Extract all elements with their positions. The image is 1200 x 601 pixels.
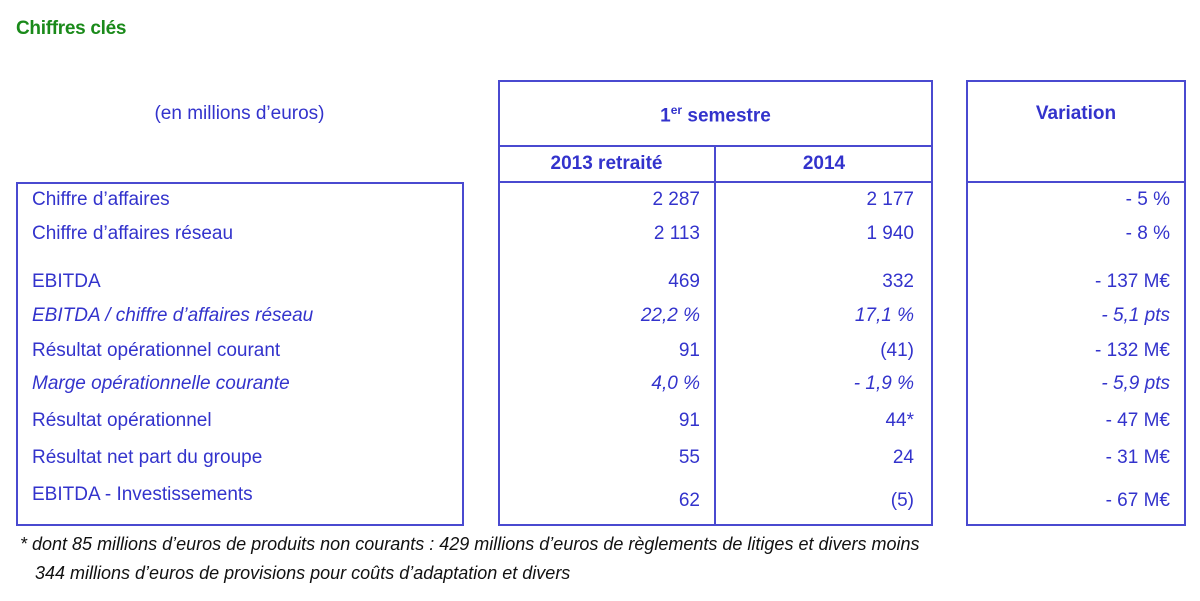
value-2013: 62 bbox=[678, 490, 700, 511]
value-variation: - 67 M€ bbox=[1105, 490, 1170, 511]
col-header-2013: 2013 retraité bbox=[550, 153, 663, 174]
value-2013: 469 bbox=[668, 271, 700, 292]
divider bbox=[714, 145, 716, 526]
value-variation: - 8 % bbox=[1125, 223, 1170, 244]
variation-box bbox=[966, 80, 1186, 526]
row-label: EBITDA - Investissements bbox=[32, 484, 253, 505]
semester-header: 1er semestre bbox=[660, 103, 771, 127]
value-2013: 2 287 bbox=[652, 189, 700, 210]
value-variation: - 5,9 pts bbox=[1101, 373, 1170, 394]
value-variation: - 137 M€ bbox=[1095, 271, 1170, 292]
value-2013: 91 bbox=[678, 340, 700, 361]
row-label: Marge opérationnelle courante bbox=[32, 373, 290, 394]
value-2014: 44* bbox=[885, 410, 914, 431]
value-2014: 2 177 bbox=[866, 189, 914, 210]
value-2014: (41) bbox=[880, 340, 914, 361]
value-2013: 55 bbox=[678, 447, 700, 468]
footnote-line-2: 344 millions d’euros de provisions pour … bbox=[20, 563, 571, 583]
value-variation: - 31 M€ bbox=[1105, 447, 1170, 468]
value-2013: 91 bbox=[678, 410, 700, 431]
row-label: Chiffre d’affaires réseau bbox=[32, 223, 234, 244]
value-variation: - 5,1 pts bbox=[1101, 305, 1170, 326]
row-label: EBITDA bbox=[32, 271, 101, 292]
col-header-2014: 2014 bbox=[802, 153, 846, 174]
row-label: EBITDA / chiffre d’affaires réseau bbox=[32, 305, 314, 326]
value-2014: - 1,9 % bbox=[853, 373, 914, 394]
footnote-line-1: * dont 85 millions d’euros de produits n… bbox=[20, 534, 920, 554]
value-variation: - 132 M€ bbox=[1095, 340, 1170, 361]
section-title: Chiffres clés bbox=[16, 18, 127, 39]
value-2014: 17,1 % bbox=[854, 305, 914, 326]
value-2013: 4,0 % bbox=[651, 373, 700, 394]
row-label: Chiffre d’affaires bbox=[32, 189, 170, 210]
value-2014: 332 bbox=[882, 271, 914, 292]
value-2014: 1 940 bbox=[866, 223, 914, 244]
value-variation: - 5 % bbox=[1125, 189, 1170, 210]
unit-label: (en millions d’euros) bbox=[154, 103, 325, 124]
value-2014: 24 bbox=[892, 447, 914, 468]
value-2013: 2 113 bbox=[653, 223, 700, 244]
label-column-box bbox=[16, 182, 464, 526]
variation-header: Variation bbox=[1035, 103, 1117, 124]
value-variation: - 47 M€ bbox=[1105, 410, 1170, 431]
value-2014: (5) bbox=[890, 490, 914, 511]
row-label: Résultat net part du groupe bbox=[32, 447, 263, 468]
row-label: Résultat opérationnel bbox=[32, 410, 212, 431]
row-label: Résultat opérationnel courant bbox=[32, 340, 281, 361]
value-2013: 22,2 % bbox=[640, 305, 700, 326]
divider bbox=[966, 181, 1186, 183]
